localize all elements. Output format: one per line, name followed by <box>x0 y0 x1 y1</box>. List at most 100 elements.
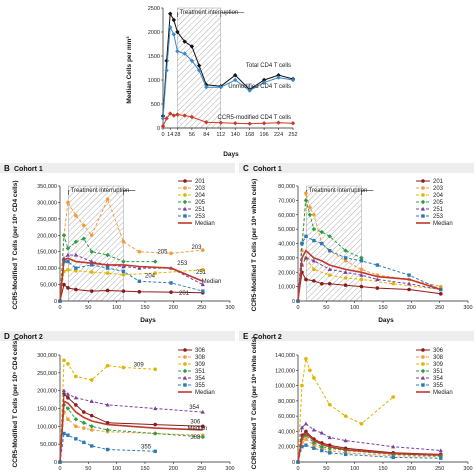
panel-c-series-253-line <box>297 235 442 302</box>
panel-a-y-tick-label: 2500 <box>148 6 160 12</box>
panel-d-legend-marker <box>183 348 187 352</box>
panel-d-annotation: 308 <box>190 435 201 441</box>
panel-c-y-tick-label: 40,000 <box>278 242 295 248</box>
panel-d-x-tick-label: 250 <box>197 466 206 472</box>
panel-b-y-tick-label: 300,000 <box>37 200 57 206</box>
panel-c-series-251-point <box>343 270 348 274</box>
panel-a-series-total-cd4-t-cells-point <box>171 17 177 23</box>
panel-a-x-tick-label: 28 <box>174 132 180 138</box>
panel-c-series-253-point <box>304 234 308 239</box>
panel-d-series-351-point <box>105 427 110 433</box>
panel-e-series-308-point <box>312 443 316 447</box>
panel-d-series-354-point <box>200 409 205 414</box>
panel-a-series-unmodified-cd4-t-cells-label: Unmodified CD4 T cells <box>228 84 291 90</box>
panel-b-series-251-point <box>200 282 205 287</box>
panel-b-legend-marker <box>182 206 188 211</box>
panel-e-legend-label: Median <box>433 390 453 396</box>
panel-a-band-label: Treatment interruption <box>179 10 238 16</box>
panel-a-series-ccr5-modified-cd4-t-cells-point <box>189 114 195 120</box>
panel-c-series-251-point <box>359 272 364 277</box>
panel-c-y-tick-label: 30,000 <box>278 256 295 262</box>
panel-e-series-354-point <box>391 444 396 449</box>
panel-e-series-355-point <box>312 446 316 450</box>
panel-e-x-tick-label: 300 <box>463 466 472 472</box>
panel-c-legend-marker <box>420 199 426 205</box>
panel-b-legend-label: 203 <box>195 186 206 192</box>
panel-a-series-total-cd4-t-cells-point <box>261 77 267 83</box>
panel-b-interruption-band <box>68 185 124 302</box>
panel-d-legend-label: 355 <box>195 383 206 389</box>
panel-b-series-205-point <box>105 252 110 258</box>
panel-a-series-unmodified-cd4-t-cells-point <box>182 51 187 56</box>
panel-d-series-354-point <box>73 395 78 400</box>
panel-d-series-354-point <box>153 406 158 411</box>
panel-c-series-204-point <box>343 276 348 280</box>
panel-a-series-total-cd4-t-cells-point <box>175 29 180 35</box>
panel-b-series-253-point <box>74 266 78 270</box>
panel-b-y-tick-label: 100,000 <box>37 266 57 272</box>
panel-c-legend-marker <box>421 214 425 218</box>
panel-d-series-306-point <box>82 410 86 414</box>
panel-c-x-tick-label: 0 <box>296 305 299 311</box>
panel-c-header-bar <box>239 163 474 173</box>
panel-b-series-251-point <box>65 252 71 257</box>
panel-b-series-203-point <box>201 248 205 252</box>
panel-c: C Cohort 1 CCR5-Modified T Cells (per 10… <box>239 163 474 324</box>
panel-e-legend-label: 306 <box>433 348 444 354</box>
panel-c-legend-marker <box>421 179 425 183</box>
panel-c-series-253-point <box>343 256 348 260</box>
panel-d-series-354-point <box>89 399 94 403</box>
panel-d-legend-marker <box>183 383 187 387</box>
panel-c-series-201-point <box>320 281 324 286</box>
panel-c-series-203-point <box>308 205 312 210</box>
panel-d-series-355-point <box>82 440 86 445</box>
panel-b-series-253-point <box>90 263 94 267</box>
panel-a-x-tick-label: 0 <box>161 132 164 138</box>
panel-a-series-unmodified-cd4-t-cells-point <box>168 25 173 30</box>
panel-a-series-unmodified-cd4-t-cells-point <box>276 75 281 80</box>
panel-e-legend-label: 354 <box>433 376 444 382</box>
panel-b-series-205-point <box>89 249 94 254</box>
panel-a-series-unmodified-cd4-t-cells-point <box>175 49 180 54</box>
panel-a-series-ccr5-modified-cd4-t-cells-point <box>204 120 209 125</box>
panel-a-x-tick-label: 196 <box>260 132 269 138</box>
panel-d-annotation: 354 <box>189 405 200 411</box>
panel-d-y-tick-label: 300,000 <box>37 353 57 359</box>
panel-e-header: Cohort 2 <box>253 334 282 341</box>
panel-c-y-tick-label: 80,000 <box>278 184 295 190</box>
panel-d-series-306-line <box>59 393 203 463</box>
panel-d-series-309-point <box>66 362 70 366</box>
panel-d-x-tick-label: 300 <box>225 466 234 472</box>
panel-a-series-ccr5-modified-cd4-t-cells-point <box>168 111 173 116</box>
panel-c-y-tick-label: 10,000 <box>278 285 295 291</box>
panel-b-series-205-point <box>153 259 158 264</box>
panel-e-letter: E <box>243 332 249 341</box>
panel-d-annotation: 306 <box>190 419 201 425</box>
panel-b-y-tick-label: 150,000 <box>37 250 57 256</box>
panel-b-series-204-point <box>66 267 70 272</box>
panel-e-series-355-point <box>320 448 324 453</box>
panel-c-series-203-point <box>359 267 364 272</box>
panel-a-series-unmodified-cd4-t-cells-point <box>218 85 223 90</box>
panel-e-legend-marker <box>420 375 426 380</box>
panel-e-series-355-point <box>343 452 348 457</box>
panel-e-series-354-point <box>327 435 332 440</box>
panel-b-series-253-point <box>137 279 142 283</box>
panel-c-x-tick-label: 300 <box>463 305 472 311</box>
panel-d-y-tick-label: 100,000 <box>37 424 57 430</box>
panel-c-legend-label: 205 <box>433 200 444 206</box>
panel-b-series-201-point <box>121 289 126 293</box>
panel-d-y-tick-label: 0 <box>54 460 57 466</box>
panel-d-x-tick-label: 150 <box>140 466 149 472</box>
panel-b-header-bar <box>0 163 235 173</box>
panel-a-series-ccr5-modified-cd4-t-cells-point <box>182 113 187 118</box>
panel-c-series-203-point <box>312 212 316 217</box>
panel-e-series-309-point <box>343 414 348 418</box>
panel-c-x-tick-label: 250 <box>435 305 444 311</box>
panel-e-plot: 0 20,000 40,000 60,000 80,000 100,000 120,000 1… <box>275 348 472 472</box>
panel-b-annotation: 203 <box>191 245 202 251</box>
panel-c-series-253-point <box>300 241 304 246</box>
panel-d-series-351-point <box>73 417 79 422</box>
panel-e-y-tick-label: 120,000 <box>275 368 295 374</box>
panel-c-y-tick-label: 0 <box>292 299 295 305</box>
